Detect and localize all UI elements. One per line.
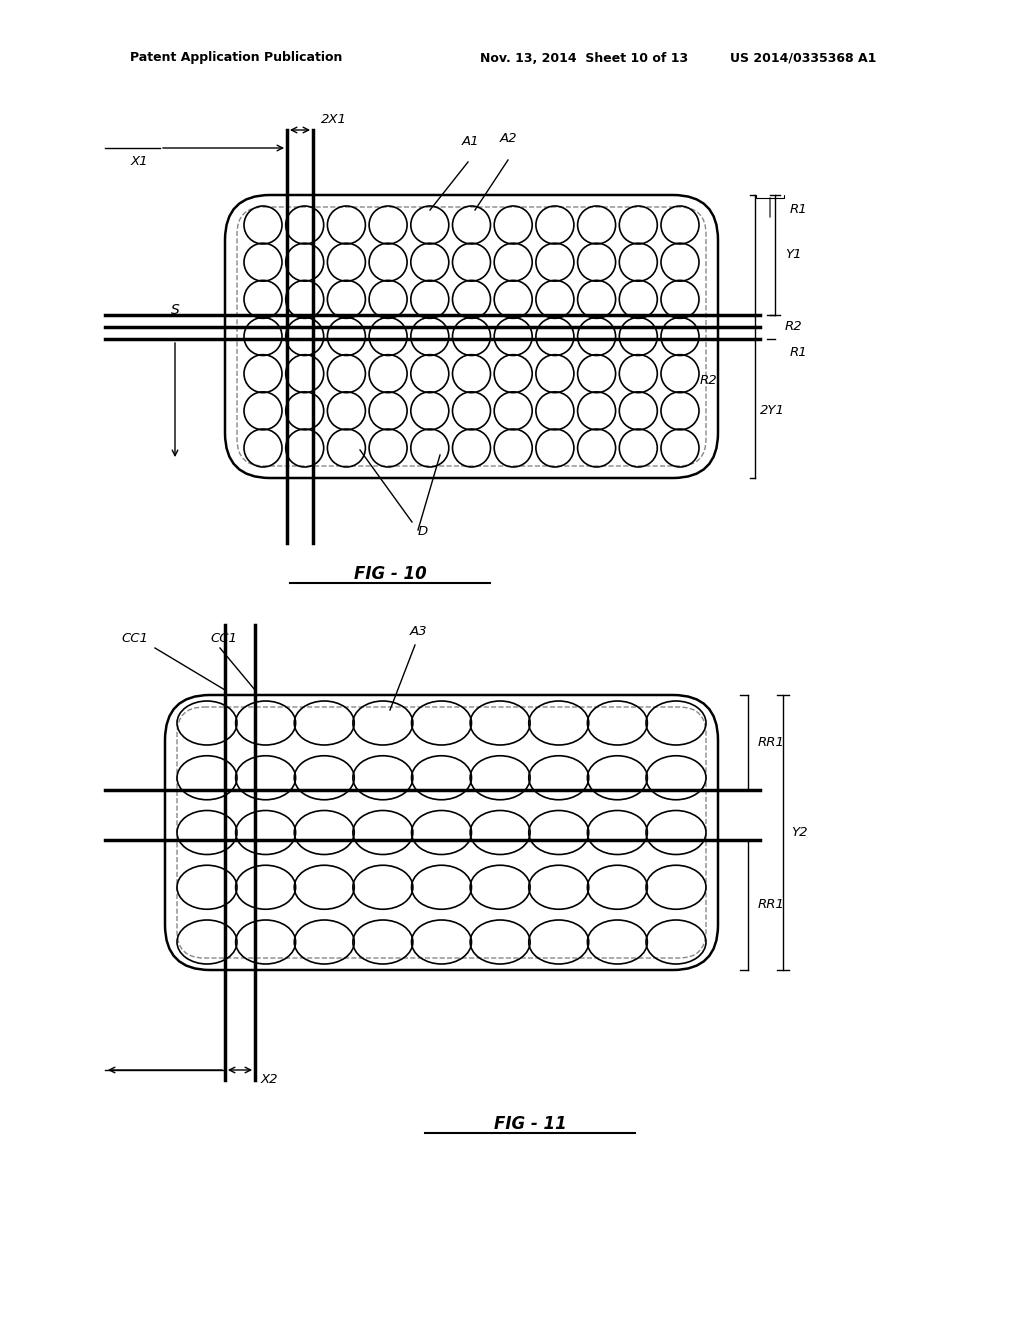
Text: FIG - 11: FIG - 11 bbox=[494, 1115, 566, 1133]
Text: X1: X1 bbox=[130, 154, 148, 168]
Text: R1: R1 bbox=[790, 346, 808, 359]
Text: Y1: Y1 bbox=[785, 248, 802, 261]
Text: Patent Application Publication: Patent Application Publication bbox=[130, 51, 342, 65]
Text: Nov. 13, 2014  Sheet 10 of 13: Nov. 13, 2014 Sheet 10 of 13 bbox=[480, 51, 688, 65]
Text: Y2: Y2 bbox=[791, 826, 808, 840]
Text: 2X1: 2X1 bbox=[321, 114, 347, 125]
Text: RR1: RR1 bbox=[758, 899, 784, 912]
Text: A2: A2 bbox=[500, 132, 517, 145]
Text: 2Y1: 2Y1 bbox=[760, 404, 784, 417]
Text: CC1: CC1 bbox=[121, 632, 148, 645]
Text: RR1: RR1 bbox=[758, 737, 784, 748]
Text: CC1: CC1 bbox=[210, 632, 237, 645]
Text: R2: R2 bbox=[700, 374, 718, 387]
Text: A3: A3 bbox=[410, 624, 427, 638]
Text: US 2014/0335368 A1: US 2014/0335368 A1 bbox=[730, 51, 877, 65]
Text: FIG - 10: FIG - 10 bbox=[353, 565, 426, 583]
Text: R1: R1 bbox=[790, 203, 808, 216]
Text: R2: R2 bbox=[785, 319, 803, 333]
Text: A1: A1 bbox=[462, 135, 479, 148]
Text: S: S bbox=[171, 304, 179, 317]
Text: X2: X2 bbox=[261, 1073, 279, 1086]
Text: D: D bbox=[418, 525, 428, 539]
